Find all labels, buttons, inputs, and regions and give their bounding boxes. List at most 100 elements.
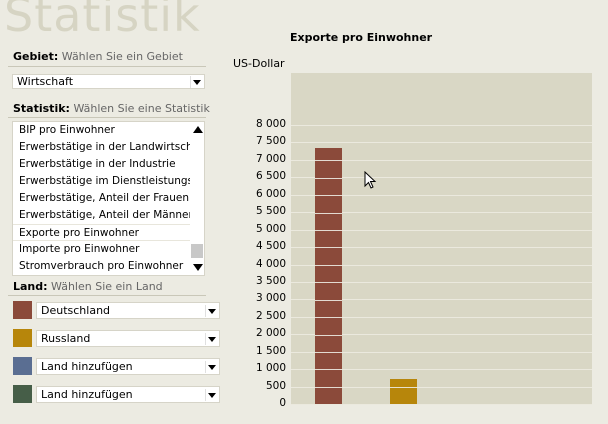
y-tick-label: 3 500 [255, 275, 286, 287]
y-gridline [291, 212, 592, 213]
y-gridline [291, 299, 592, 300]
y-gridline [291, 195, 592, 196]
bar-russland[interactable] [389, 379, 417, 404]
land-dropdown[interactable]: Land hinzufügen [36, 358, 220, 375]
divider [8, 117, 206, 118]
statistik-label: Statistik: [13, 102, 70, 115]
statistik-listbox[interactable]: BIP pro Einwohner Erwerbstätige in der La… [12, 121, 205, 276]
land-color-swatch[interactable] [13, 329, 32, 347]
land-color-swatch[interactable] [13, 357, 32, 375]
y-gridline [291, 352, 592, 353]
y-tick-label: 4 500 [255, 240, 286, 252]
bar-segment-line [314, 335, 342, 336]
y-gridline [291, 404, 592, 405]
land-dropdown-value: Land hinzufügen [41, 360, 133, 373]
listbox-scrollbar[interactable] [190, 122, 204, 275]
chevron-down-icon[interactable] [190, 76, 203, 88]
bar-segment-line [314, 213, 342, 214]
bar-deutschland[interactable] [314, 148, 342, 404]
bar-segment-line [314, 265, 342, 266]
land-dropdown-value: Russland [41, 332, 91, 345]
bar-segment-line [314, 160, 342, 161]
y-gridline [291, 387, 592, 388]
gebiet-label: Gebiet: [13, 50, 59, 63]
y-gridline [291, 125, 592, 126]
y-tick-label: 500 [265, 380, 286, 392]
bar-segment-line [314, 247, 342, 248]
y-gridline [291, 247, 592, 248]
statistik-list-item[interactable]: Erwerbstätige in der Industrie [19, 158, 176, 170]
y-axis-unit-label: US-Dollar [233, 57, 285, 70]
land-section-label: Land: Wählen Sie ein Land [13, 280, 163, 293]
y-gridline [291, 160, 592, 161]
chevron-down-icon[interactable] [205, 333, 218, 345]
bar-segment-line [314, 195, 342, 196]
y-gridline [291, 230, 592, 231]
bar-segment-line [314, 300, 342, 301]
land-dropdown[interactable]: Deutschland [36, 302, 220, 319]
bar-segment-line [314, 230, 342, 231]
chevron-down-icon[interactable] [205, 389, 218, 401]
y-tick-label: 6 500 [255, 170, 286, 182]
bar-segment-line [314, 282, 342, 283]
statistik-list-item[interactable]: Erwerbstätige, Anteil der Frauen [19, 192, 189, 204]
y-gridline [291, 282, 592, 283]
scrollbar-thumb[interactable] [191, 244, 203, 258]
land-label: Land: [13, 280, 48, 293]
land-dropdown-value: Deutschland [41, 304, 111, 317]
gebiet-hint: Wählen Sie ein Gebiet [61, 50, 183, 63]
y-tick-label: 5 000 [255, 223, 286, 235]
y-gridline [291, 177, 592, 178]
statistik-section-label: Statistik: Wählen Sie eine Statistik [13, 102, 210, 115]
statistik-list-item[interactable]: Importe pro Einwohner [19, 243, 140, 255]
y-tick-label: 2 000 [255, 327, 286, 339]
y-gridline [291, 142, 592, 143]
scroll-down-arrow-icon[interactable] [193, 264, 203, 271]
gebiet-section-label: Gebiet: Wählen Sie ein Gebiet [13, 50, 183, 63]
divider [8, 66, 206, 67]
y-tick-label: 4 000 [255, 258, 286, 270]
land-dropdown[interactable]: Russland [36, 330, 220, 347]
y-gridline [291, 265, 592, 266]
mouse-cursor-icon [364, 171, 377, 189]
chevron-down-icon[interactable] [205, 361, 218, 373]
bar-segment-line [389, 387, 417, 388]
statistik-list-item[interactable]: Erwerbstätige im Dienstleistungss [19, 175, 190, 187]
bar-segment-line [314, 352, 342, 353]
y-tick-label: 1 500 [255, 345, 286, 357]
statistik-list-item[interactable]: Stromverbrauch pro Einwohner [19, 260, 184, 272]
gebiet-dropdown-value: Wirtschaft [17, 75, 74, 88]
y-tick-label: 3 000 [255, 292, 286, 304]
bar-segment-line [314, 317, 342, 318]
land-dropdown-value: Land hinzufügen [41, 388, 133, 401]
statistik-list-item[interactable]: Erwerbstätige in der Landwirtsch [19, 141, 190, 153]
scroll-up-arrow-icon[interactable] [193, 126, 203, 133]
land-color-swatch[interactable] [13, 385, 32, 403]
bar-segment-line [314, 387, 342, 388]
statistik-hint: Wählen Sie eine Statistik [73, 102, 210, 115]
statistik-list-item[interactable]: Erwerbstätige, Anteil der Männer [19, 209, 190, 221]
y-gridline [291, 334, 592, 335]
bar-segment-line [314, 369, 342, 370]
y-tick-label: 7 000 [255, 153, 286, 165]
app-title: Statistik [4, 0, 201, 42]
y-tick-label: 0 [279, 397, 286, 409]
statistik-list-item[interactable]: Exporte pro Einwohner [13, 224, 190, 241]
gebiet-dropdown[interactable]: Wirtschaft [12, 74, 205, 89]
y-tick-label: 5 500 [255, 205, 286, 217]
y-tick-label: 7 500 [255, 135, 286, 147]
y-tick-label: 1 000 [255, 362, 286, 374]
y-gridline [291, 317, 592, 318]
y-tick-label: 8 000 [255, 118, 286, 130]
divider [8, 295, 206, 296]
land-color-swatch[interactable] [13, 301, 32, 319]
land-dropdown[interactable]: Land hinzufügen [36, 386, 220, 403]
land-hint: Wählen Sie ein Land [51, 280, 163, 293]
y-tick-label: 2 500 [255, 310, 286, 322]
chevron-down-icon[interactable] [205, 305, 218, 317]
statistik-list-item[interactable]: BIP pro Einwohner [19, 124, 115, 136]
y-gridline [291, 369, 592, 370]
chart-title: Exporte pro Einwohner [290, 31, 433, 44]
bar-segment-line [314, 178, 342, 179]
y-tick-label: 6 000 [255, 188, 286, 200]
